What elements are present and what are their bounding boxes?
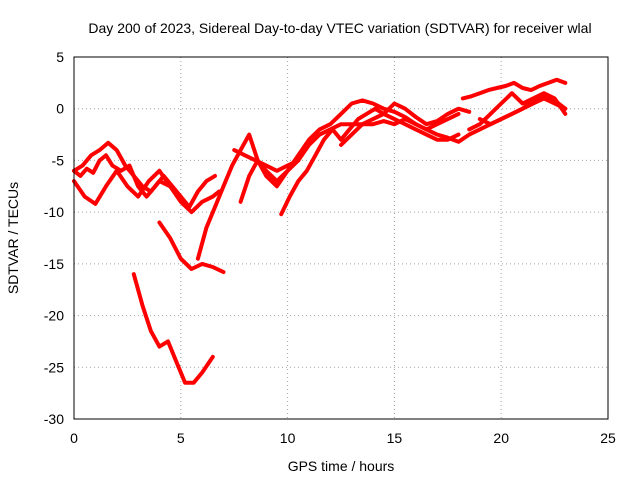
x-tick-label: 5 (177, 430, 185, 446)
x-tick-label: 10 (280, 430, 296, 446)
y-tick-label: 5 (56, 49, 64, 65)
series-line-track-m (477, 96, 568, 127)
y-tick-label: -10 (44, 204, 64, 220)
y-tick-label: -5 (52, 152, 65, 168)
series-line-track-g (238, 111, 461, 204)
series-line-track-k (460, 77, 568, 101)
series-line-track-b (72, 168, 222, 215)
series-line-track-e (131, 272, 215, 385)
series-line-track-d (157, 220, 226, 275)
y-tick-labels: -30 -25 -20 -15 -10 -5 0 5 (44, 49, 64, 427)
y-tick-label: -30 (44, 411, 64, 427)
series-line-track-h (232, 148, 301, 173)
plot-frame (73, 56, 609, 420)
x-tick-label: 20 (493, 430, 509, 446)
series-line-track-i (279, 101, 472, 217)
series-line-track-l (467, 91, 568, 132)
series-layer (72, 77, 568, 385)
y-tick-label: -25 (44, 359, 64, 375)
series-line-track-j (339, 111, 461, 147)
x-tick-label: 0 (70, 430, 78, 446)
y-tick-label: 0 (56, 101, 64, 117)
y-tick-label: -20 (44, 308, 64, 324)
series-line-track-a (72, 153, 217, 209)
series-line-track-c (72, 140, 183, 199)
y-axis-label: SDTVAR / TECUs (5, 182, 21, 294)
chart-title: Day 200 of 2023, Sidereal Day-to-day VTE… (88, 20, 591, 36)
x-tick-label: 25 (600, 430, 616, 446)
x-tick-label: 15 (387, 430, 403, 446)
y-tick-label: -15 (44, 256, 64, 272)
x-axis-label: GPS time / hours (288, 458, 395, 474)
x-tick-labels: 0 5 10 15 20 25 (70, 430, 616, 446)
